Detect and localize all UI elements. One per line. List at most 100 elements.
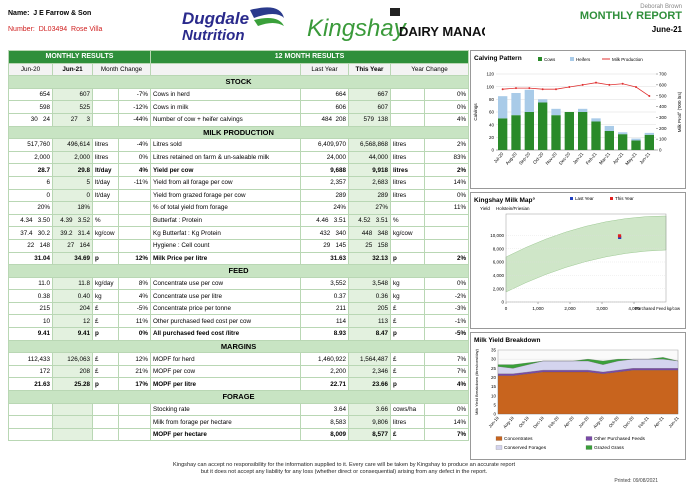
table-cell: 25 158 bbox=[348, 238, 391, 253]
data-row: 6 5 lt/day -11% Yield from all forage per co… bbox=[8, 175, 470, 190]
table-cell: 27% bbox=[348, 201, 391, 215]
table-cell: 22 148 bbox=[8, 238, 53, 253]
table-cell: 4% bbox=[118, 289, 151, 303]
legend-label: Conserved Forages bbox=[504, 445, 547, 451]
table-cell bbox=[8, 427, 53, 442]
data-row: Stocking rate 3.64 3.66 cows/ha 0% bbox=[8, 402, 470, 417]
bar-segment bbox=[578, 108, 588, 112]
table-cell: 12% bbox=[118, 251, 151, 266]
table-cell: 8.47 bbox=[348, 327, 391, 341]
table-cell: Concentrate use per litre bbox=[150, 289, 301, 303]
table-cell bbox=[390, 87, 425, 102]
table-cell: 4.52 3.51 bbox=[348, 213, 391, 228]
y-tick-label: 10,000 bbox=[490, 233, 504, 238]
table-cell: MOPF for herd bbox=[150, 352, 301, 366]
legend-swatch bbox=[610, 197, 613, 200]
table-cell bbox=[92, 100, 119, 114]
area bbox=[497, 357, 679, 369]
data-row: 517,760 496,614 litres -4% Litres sold 6,409,… bbox=[8, 138, 470, 152]
table-cell: 29.8 bbox=[52, 163, 93, 177]
bar-segment bbox=[538, 102, 548, 150]
table-cell: lt/day bbox=[92, 175, 119, 190]
table-cell: 0 bbox=[8, 188, 53, 203]
chart-title: Kingshay Milk Map° bbox=[474, 196, 536, 204]
legend-swatch bbox=[538, 57, 542, 61]
x-tick-label: 0 bbox=[505, 306, 508, 311]
table-cell: 5 bbox=[52, 175, 93, 190]
y-axis-label: Calvings bbox=[473, 103, 478, 121]
table-cell: Cows in herd bbox=[150, 87, 301, 102]
data-row: 654 607 -7% Cows in herd 664 667 0% bbox=[8, 87, 470, 102]
group-header: 12 MONTH RESULTS bbox=[149, 50, 470, 64]
line-point bbox=[595, 81, 597, 84]
table-cell bbox=[92, 112, 119, 127]
footer: Kingshay can accept no responsibility fo… bbox=[0, 462, 688, 476]
table-cell: 3.66 bbox=[348, 402, 391, 417]
dugdale-logo: Dugdale Nutrition bbox=[182, 7, 284, 44]
table-cell: 289 bbox=[348, 188, 391, 203]
bar-segment bbox=[524, 112, 534, 150]
table-cell: 448 348 bbox=[348, 226, 391, 240]
table-cell: 83% bbox=[423, 150, 470, 165]
table-cell: Concentrate use per cow bbox=[150, 276, 301, 291]
table-cell: 0.40 bbox=[52, 289, 93, 303]
table-cell: 12% bbox=[118, 352, 151, 366]
table-cell: litres bbox=[390, 188, 425, 203]
table-cell: 0% bbox=[118, 327, 151, 341]
table-cell: % bbox=[92, 213, 119, 228]
table-cell: -7% bbox=[118, 87, 151, 102]
y2-axis-label: Milk Prod° ('000 ltrs) bbox=[677, 91, 682, 132]
disclaimer: Kingshay can accept no responsibility fo… bbox=[172, 462, 516, 468]
table-cell: 579 138 bbox=[348, 112, 391, 127]
table-cell: £ bbox=[92, 352, 119, 366]
table-cell: Yield per cow bbox=[150, 163, 301, 177]
report-month: June-21 bbox=[651, 25, 682, 34]
x-tick-label: 3,000 bbox=[596, 306, 608, 311]
table-cell: 525 bbox=[52, 100, 93, 114]
legend-swatch bbox=[495, 445, 503, 450]
data-row: 37.4 30.2 39.2 31.4 kg/cow Kg Butterfat : K… bbox=[8, 226, 470, 240]
table-cell: Number of cow + heifer calvings bbox=[150, 112, 301, 127]
table-cell: 31.63 bbox=[300, 251, 349, 266]
table-cell: litres bbox=[390, 415, 425, 429]
legend-label: Other Purchased Feeds bbox=[594, 436, 646, 442]
table-cell bbox=[92, 402, 119, 417]
legend-label: Grazed Grass bbox=[594, 445, 624, 451]
table-cell: £ bbox=[390, 427, 425, 442]
table-cell: 2,000 bbox=[52, 150, 93, 165]
table-cell bbox=[423, 226, 470, 240]
table-cell: 9.41 bbox=[8, 327, 53, 341]
table-cell: Stocking rate bbox=[150, 402, 301, 417]
table-cell: 18% bbox=[52, 201, 93, 215]
table-cell: -5% bbox=[423, 327, 470, 341]
bar-segment bbox=[631, 140, 641, 150]
section-title-row: FEED bbox=[7, 264, 470, 278]
table-cell: 2,200 bbox=[300, 364, 349, 379]
data-row: 11.0 11.8 kg/day 8% Concentrate use per cow 3… bbox=[8, 276, 470, 291]
table-cell: £ bbox=[92, 314, 119, 329]
y2-tick-label: 200 bbox=[659, 126, 667, 131]
logo-swoosh bbox=[254, 18, 284, 26]
table-cell: 8% bbox=[118, 276, 151, 291]
table-cell: 14% bbox=[423, 415, 470, 429]
y-tick-label: 40 bbox=[489, 122, 495, 127]
table-cell bbox=[92, 238, 119, 253]
logo-text: Kingshay bbox=[307, 15, 408, 42]
table-cell: -1% bbox=[423, 314, 470, 329]
table-cell bbox=[8, 415, 53, 429]
data-row: 21.63 25.28 p 17% MOPF per litre 22.71 23.66 p 4… bbox=[8, 377, 470, 392]
bar-segment bbox=[618, 132, 628, 135]
line-point bbox=[621, 82, 624, 85]
table-cell: 11% bbox=[423, 201, 470, 215]
column-header-row: Jun-20 Jun-21 Month Change Last Year This Ye… bbox=[8, 62, 470, 77]
table-cell: 3,548 bbox=[348, 276, 391, 291]
table-cell: p bbox=[92, 377, 119, 392]
table-cell: 0% bbox=[118, 150, 151, 165]
table-cell: 607 bbox=[348, 100, 391, 114]
y-tick-label: 120 bbox=[486, 72, 494, 77]
table-cell: 0% bbox=[423, 100, 470, 114]
y-tick-label: 20 bbox=[489, 135, 495, 140]
x-axis-label: Purchased Feed kg/cow bbox=[635, 306, 681, 311]
table-cell: kg bbox=[390, 276, 425, 291]
table-cell: Cows in milk bbox=[150, 100, 301, 114]
